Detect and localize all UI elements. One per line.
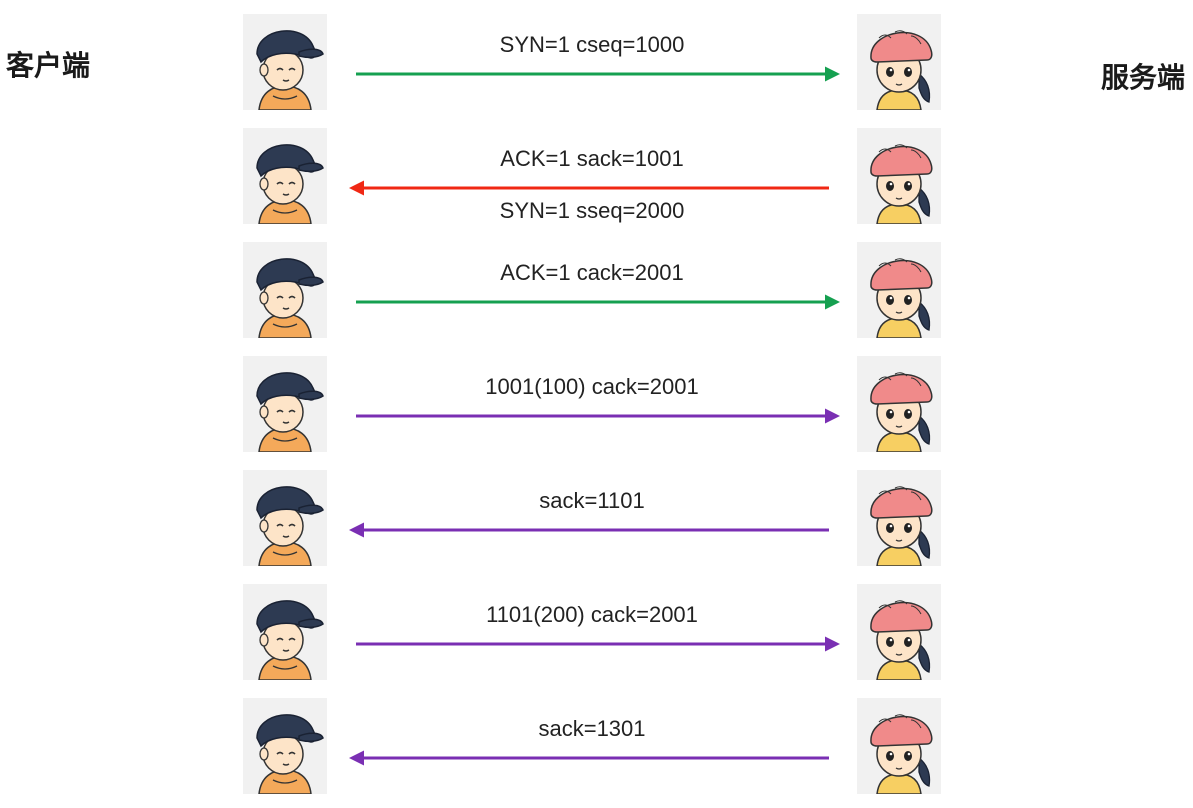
- server-label: 服务端: [1100, 61, 1185, 94]
- client-label: 客户端: [6, 49, 91, 82]
- message-label: 1001(100) cack=2001: [485, 374, 699, 399]
- server-avatar: [857, 14, 941, 110]
- client-avatar: [243, 242, 327, 338]
- server-avatar: [857, 584, 941, 680]
- server-avatar: [857, 242, 941, 338]
- client-avatar: [243, 14, 327, 110]
- message-label: SYN=1 cseq=1000: [499, 32, 685, 57]
- client-avatar: [243, 698, 327, 794]
- server-avatar: [857, 128, 941, 224]
- server-avatar: [857, 698, 941, 794]
- message-label: sack=1301: [538, 716, 646, 741]
- message-label: sack=1101: [539, 488, 645, 513]
- message-label: SYN=1 sseq=2000: [499, 198, 685, 223]
- message-label: ACK=1 cack=2001: [500, 260, 684, 285]
- server-avatar: [857, 470, 941, 566]
- message-label: ACK=1 sack=1001: [500, 146, 684, 171]
- client-avatar: [243, 356, 327, 452]
- message-label: 1101(200) cack=2001: [486, 602, 698, 627]
- client-avatar: [243, 128, 327, 224]
- client-avatar: [243, 584, 327, 680]
- client-avatar: [243, 470, 327, 566]
- server-avatar: [857, 356, 941, 452]
